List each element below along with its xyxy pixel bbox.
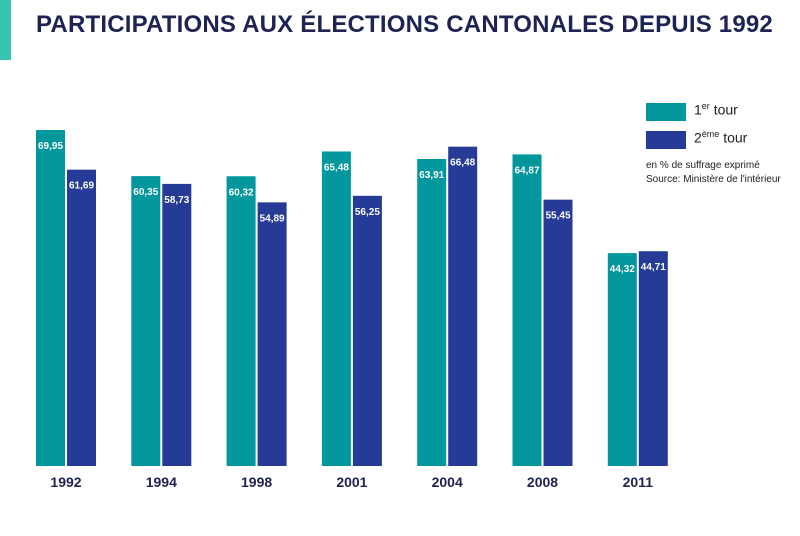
chart-title: PARTICIPATIONS AUX ÉLECTIONS CANTONALES … — [36, 11, 773, 38]
data-label-1998-tour1: 60,32 — [229, 187, 254, 198]
legend-label-tour1: 1er tour — [694, 101, 738, 118]
bar-2008-tour2 — [543, 199, 573, 466]
x-tick-2001: 2001 — [336, 474, 367, 490]
bar-1994-tour2 — [162, 183, 192, 466]
source-note: Source: Ministère de l'intérieur — [646, 174, 781, 185]
x-tick-1992: 1992 — [50, 474, 81, 490]
data-label-2004-tour1: 63,91 — [419, 170, 444, 181]
x-tick-2004: 2004 — [432, 474, 463, 490]
data-label-2001-tour2: 56,25 — [355, 207, 380, 218]
data-label-1998-tour2: 54,89 — [260, 213, 285, 224]
bar-2011-tour2 — [638, 251, 668, 466]
legend-label-tour2: 2ème tour — [694, 129, 748, 146]
bar-1992-tour2 — [67, 169, 96, 467]
data-label-1992-tour2: 61,69 — [69, 181, 94, 192]
bar-1992-tour1 — [36, 130, 65, 466]
accent-bar — [0, 0, 11, 60]
x-tick-1998: 1998 — [241, 474, 272, 490]
bar-1998-tour2 — [257, 202, 287, 467]
data-label-2008-tour2: 55,45 — [545, 211, 570, 222]
bar-2004-tour1 — [417, 159, 447, 466]
legend-swatch-tour2 — [646, 131, 686, 149]
x-tick-1994: 1994 — [146, 474, 177, 490]
bar-1994-tour1 — [131, 176, 161, 467]
data-label-2004-tour2: 66,48 — [450, 158, 475, 169]
bar-2008-tour1 — [512, 154, 542, 466]
data-label-1992-tour1: 69,95 — [38, 141, 63, 152]
data-label-1994-tour2: 58,73 — [164, 195, 189, 206]
bar-2004-tour2 — [448, 146, 478, 466]
legend-swatch-tour1 — [646, 103, 686, 121]
data-label-2011-tour1: 44,32 — [610, 264, 635, 275]
bar-2001-tour2 — [352, 195, 382, 466]
data-label-2008-tour1: 64,87 — [514, 165, 539, 176]
unit-note: en % de suffrage exprimé — [646, 160, 760, 171]
bar-1998-tour1 — [226, 176, 256, 467]
data-label-2001-tour1: 65,48 — [324, 162, 349, 173]
bar-2001-tour1 — [321, 151, 351, 466]
bar-2011-tour1 — [607, 253, 637, 466]
data-label-2011-tour2: 44,71 — [641, 262, 666, 273]
x-tick-2008: 2008 — [527, 474, 558, 490]
data-label-1994-tour1: 60,35 — [133, 187, 158, 198]
x-tick-2011: 2011 — [623, 474, 654, 490]
